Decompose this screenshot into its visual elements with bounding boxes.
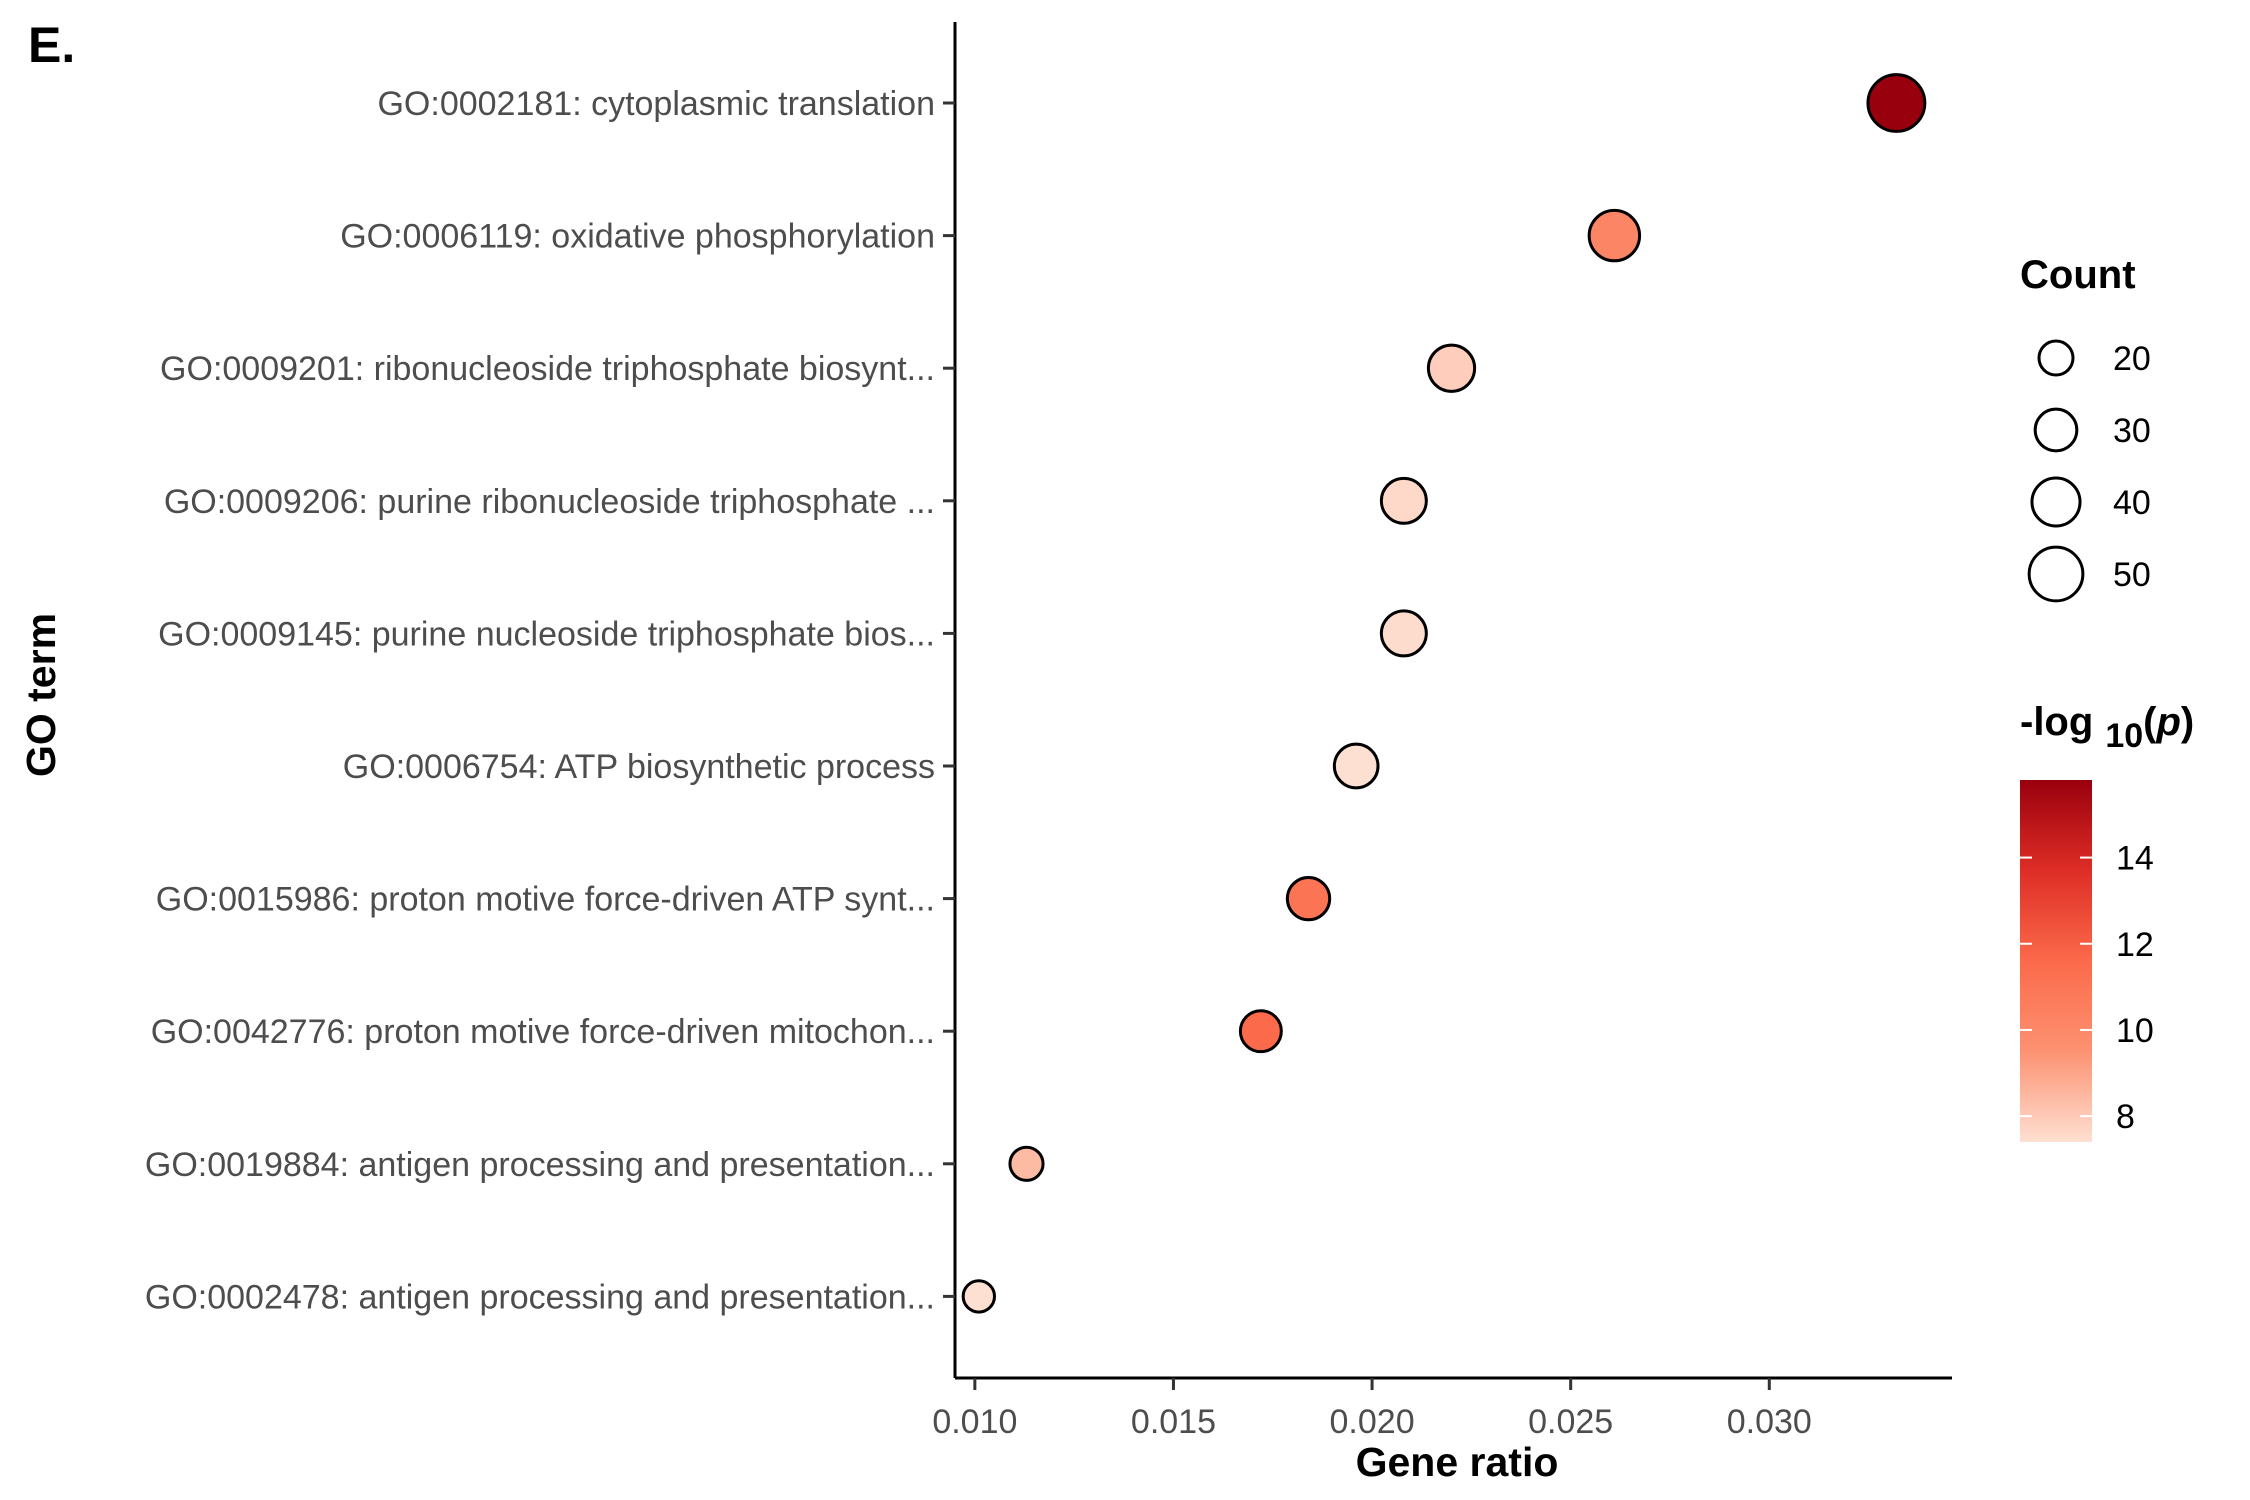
panel-label: E.: [28, 17, 75, 73]
size-legend-key: [2033, 407, 2079, 453]
y-tick-label: GO:0015986: proton motive force-driven A…: [156, 881, 935, 919]
color-legend-title: -log 10(p): [2020, 700, 2194, 755]
color-bar-label: 12: [2116, 926, 2154, 964]
color-bar-label: 14: [2116, 840, 2154, 878]
x-tick-label: 0.025: [1528, 1403, 1613, 1441]
y-tick-label: GO:0002478: antigen processing and prese…: [145, 1278, 935, 1316]
y-tick-label: GO:0006754: ATP biosynthetic process: [343, 748, 935, 786]
size-legend-key: [2030, 476, 2082, 528]
x-tick-label: 0.030: [1727, 1403, 1812, 1441]
size-legend-label: 30: [2113, 412, 2151, 450]
color-legend-title-var: p: [2155, 700, 2180, 744]
y-axis-title: GO term: [18, 613, 64, 777]
x-tick-label: 0.020: [1330, 1403, 1415, 1441]
size-legend-key: [2037, 339, 2075, 377]
size-legend-title: Count: [2020, 253, 2136, 297]
color-bar: [2020, 780, 2092, 1142]
color-legend-title-open: (: [2143, 700, 2157, 744]
size-legend-label: 20: [2113, 340, 2151, 378]
color-bar-label: 10: [2116, 1012, 2154, 1050]
y-tick-label: GO:0042776: proton motive force-driven m…: [151, 1013, 935, 1051]
data-point: [961, 1279, 997, 1314]
data-point: [1426, 343, 1477, 393]
color-legend-title-close: ): [2181, 700, 2194, 744]
data-point: [1379, 609, 1428, 658]
y-tick-label: GO:0002181: cytoplasmic translation: [377, 85, 935, 123]
y-tick-label: GO:0009201: ribonucleoside triphosphate …: [160, 350, 935, 388]
size-legend-key: [2027, 545, 2085, 603]
color-legend-title-prefix: -log: [2020, 700, 2093, 744]
data-point: [1008, 1145, 1045, 1182]
data-point: [1332, 742, 1380, 790]
data-point: [1866, 73, 1927, 133]
y-tick-label: GO:0019884: antigen processing and prese…: [145, 1146, 935, 1184]
data-point: [1379, 476, 1428, 525]
data-point: [1587, 208, 1642, 263]
data-point: [1285, 875, 1332, 922]
y-tick-label: GO:0009206: purine ribonucleoside tripho…: [164, 483, 935, 521]
x-tick-label: 0.010: [932, 1403, 1017, 1441]
x-tick-label: 0.015: [1131, 1403, 1216, 1441]
size-legend: Count 20 30 40 50: [2020, 253, 2151, 603]
size-legend-label: 50: [2113, 556, 2151, 594]
color-legend-title-subscript: 10: [2105, 717, 2143, 755]
color-bar-label: 8: [2116, 1098, 2135, 1136]
y-tick-label: GO:0009145: purine nucleoside triphospha…: [158, 615, 935, 653]
data-point: [1238, 1009, 1283, 1054]
size-legend-label: 40: [2113, 484, 2151, 522]
y-tick-label: GO:0006119: oxidative phosphorylation: [340, 218, 935, 256]
plot-area: GO:0002181: cytoplasmic translation GO:00…: [145, 22, 1952, 1441]
x-axis-title: Gene ratio: [1356, 1439, 1559, 1485]
